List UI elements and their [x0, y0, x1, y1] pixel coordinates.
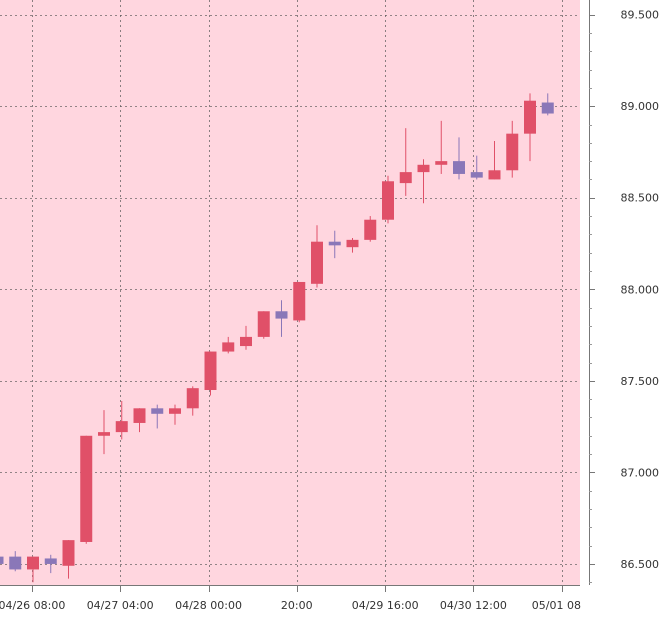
candle-body-up: [98, 432, 110, 436]
plot-background: [0, 0, 580, 585]
candle-body-up: [204, 351, 217, 390]
candle-body-up: [240, 336, 252, 347]
candle-body-up: [524, 100, 536, 134]
candle-body-up: [133, 408, 146, 423]
candles: [0, 93, 554, 583]
candle-body-up: [27, 556, 39, 570]
candle-body-down: [470, 172, 483, 178]
candle-body-down: [44, 558, 57, 564]
candle-body-down: [453, 161, 465, 174]
candle-body-up: [115, 421, 128, 433]
candle-body-up: [382, 181, 394, 220]
candle-body-up: [222, 342, 235, 352]
candle-body-down: [275, 311, 288, 319]
y-tick-label: 86.500: [621, 558, 660, 571]
candle-body-up: [186, 388, 199, 409]
x-tick-label: 04/30 12:00: [440, 599, 507, 612]
candle-body-down: [541, 102, 554, 114]
grid-lines: [0, 0, 580, 585]
axes: [0, 0, 595, 592]
candle-body-up: [311, 241, 323, 284]
y-tick-label: 88.500: [621, 192, 660, 205]
x-tick-label: 04/26 08:00: [0, 599, 65, 612]
candle-body-up: [293, 281, 306, 321]
candle-body-up: [417, 164, 430, 173]
y-tick-label: 89.500: [621, 9, 660, 22]
candle-body-down: [328, 241, 341, 246]
candle-body-down: [9, 556, 22, 570]
candle-body-up: [399, 172, 412, 184]
x-tick-label: 04/28 00:00: [175, 599, 242, 612]
y-tick-label: 88.000: [621, 283, 660, 296]
candle-body-up: [80, 435, 93, 542]
candle-body-up: [364, 219, 377, 240]
candle-body-up: [506, 133, 519, 171]
candle-body-up: [257, 311, 270, 337]
x-axis-labels: 04/26 08:00 04/27 04:00 04/28 00:00 20:00 04…: [0, 599, 581, 612]
x-tick-label: 04/27 04:00: [87, 599, 154, 612]
y-tick-label: 89.000: [621, 100, 660, 113]
x-tick-label: 20:00: [281, 599, 313, 612]
candle-body-up: [62, 540, 75, 566]
y-tick-label: 87.500: [621, 375, 660, 388]
candle-body-down: [151, 408, 164, 414]
candle-body-up: [346, 239, 359, 248]
candle-body-up: [435, 161, 448, 165]
candle-body-up: [169, 408, 181, 414]
candle-body-up: [488, 170, 501, 180]
x-tick-label: 05/01 08: [532, 599, 581, 612]
y-axis-labels: 86.500 87.000 87.500 88.000 88.500 89.000 89.5…: [621, 9, 660, 571]
x-tick-label: 04/29 16:00: [352, 599, 419, 612]
candle-body-down: [0, 556, 4, 564]
y-tick-label: 87.000: [621, 466, 660, 479]
